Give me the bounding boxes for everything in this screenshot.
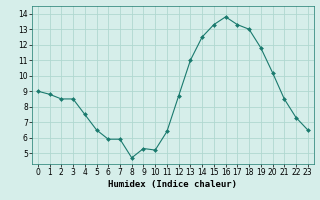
X-axis label: Humidex (Indice chaleur): Humidex (Indice chaleur)	[108, 180, 237, 189]
